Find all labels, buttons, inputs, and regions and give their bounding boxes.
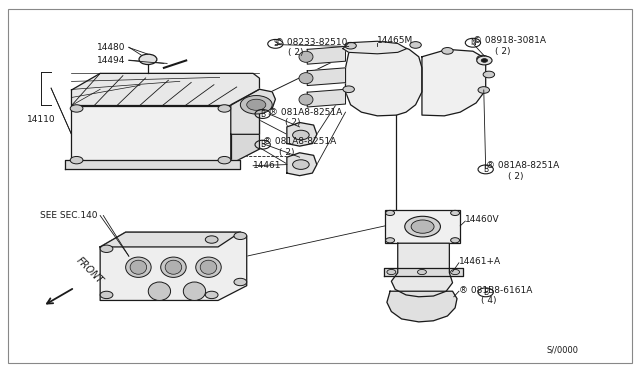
Ellipse shape xyxy=(299,51,313,62)
Polygon shape xyxy=(387,291,457,322)
Circle shape xyxy=(410,42,421,48)
Text: FRONT: FRONT xyxy=(75,255,105,286)
Circle shape xyxy=(386,211,394,215)
Polygon shape xyxy=(72,106,231,164)
Text: ( 4): ( 4) xyxy=(481,296,496,305)
Ellipse shape xyxy=(161,257,186,278)
Circle shape xyxy=(292,130,309,140)
Polygon shape xyxy=(343,41,406,54)
Circle shape xyxy=(218,157,231,164)
Circle shape xyxy=(387,269,396,275)
Circle shape xyxy=(70,105,83,112)
Polygon shape xyxy=(287,122,317,146)
Text: S: S xyxy=(273,39,278,48)
Text: ® 081B8-6161A: ® 081B8-6161A xyxy=(459,286,532,295)
Polygon shape xyxy=(287,153,317,176)
Polygon shape xyxy=(384,268,463,276)
Polygon shape xyxy=(307,46,346,64)
Circle shape xyxy=(477,55,488,62)
Polygon shape xyxy=(100,232,241,247)
Circle shape xyxy=(234,232,246,240)
Polygon shape xyxy=(392,243,452,297)
Text: ( 2): ( 2) xyxy=(278,148,294,157)
Polygon shape xyxy=(346,43,422,116)
Text: 14461: 14461 xyxy=(253,161,282,170)
Text: 14465M: 14465M xyxy=(378,36,413,45)
Circle shape xyxy=(343,86,355,93)
Polygon shape xyxy=(307,68,346,86)
Text: B: B xyxy=(483,288,488,297)
Ellipse shape xyxy=(299,73,313,84)
Ellipse shape xyxy=(130,260,147,274)
Text: 14461+A: 14461+A xyxy=(459,257,501,266)
Ellipse shape xyxy=(196,257,221,278)
Circle shape xyxy=(139,54,157,64)
Polygon shape xyxy=(72,73,259,106)
Ellipse shape xyxy=(165,260,182,274)
Text: ( 2): ( 2) xyxy=(495,47,511,56)
Ellipse shape xyxy=(125,257,151,278)
Circle shape xyxy=(205,236,218,243)
Text: 14494: 14494 xyxy=(97,56,125,65)
Circle shape xyxy=(100,291,113,299)
Circle shape xyxy=(481,59,488,62)
Text: SEE SEC.140: SEE SEC.140 xyxy=(40,211,97,220)
Circle shape xyxy=(218,105,231,112)
Polygon shape xyxy=(231,89,259,164)
Circle shape xyxy=(246,99,266,110)
Text: © 08233-82510: © 08233-82510 xyxy=(275,38,348,46)
Circle shape xyxy=(205,291,218,299)
Circle shape xyxy=(442,48,453,54)
Circle shape xyxy=(292,160,309,169)
Circle shape xyxy=(241,96,272,114)
Circle shape xyxy=(404,216,440,237)
Circle shape xyxy=(417,269,426,275)
Circle shape xyxy=(386,238,394,243)
Circle shape xyxy=(451,238,460,243)
Polygon shape xyxy=(100,232,246,301)
Circle shape xyxy=(100,245,113,253)
Polygon shape xyxy=(65,160,241,169)
Circle shape xyxy=(345,42,356,49)
Text: 14460V: 14460V xyxy=(465,215,500,224)
Text: ( 2): ( 2) xyxy=(288,48,303,57)
Text: 14110: 14110 xyxy=(27,115,56,124)
Text: ® 081A8-8251A: ® 081A8-8251A xyxy=(269,108,342,117)
Text: B: B xyxy=(260,109,265,119)
Text: B: B xyxy=(483,165,488,174)
Ellipse shape xyxy=(148,282,171,301)
Circle shape xyxy=(483,71,495,78)
Ellipse shape xyxy=(183,282,205,301)
Ellipse shape xyxy=(299,94,313,105)
Polygon shape xyxy=(422,49,486,116)
Text: ® 081A8-8251A: ® 081A8-8251A xyxy=(262,137,336,146)
Bar xyxy=(385,210,460,243)
Circle shape xyxy=(451,269,460,275)
Text: ( 2): ( 2) xyxy=(508,171,524,180)
Ellipse shape xyxy=(200,260,217,274)
Circle shape xyxy=(234,278,246,286)
Text: 14480: 14480 xyxy=(97,43,125,52)
Circle shape xyxy=(478,87,490,93)
Text: S//0000: S//0000 xyxy=(546,346,578,355)
Text: ( 2): ( 2) xyxy=(285,118,300,127)
Text: © 08918-3081A: © 08918-3081A xyxy=(473,36,546,45)
Circle shape xyxy=(477,56,492,65)
Polygon shape xyxy=(307,89,346,107)
Circle shape xyxy=(70,157,83,164)
Text: ® 081A8-8251A: ® 081A8-8251A xyxy=(486,161,559,170)
Text: N: N xyxy=(470,38,476,47)
Circle shape xyxy=(451,211,460,215)
Text: B: B xyxy=(260,140,265,149)
Circle shape xyxy=(411,220,434,233)
Polygon shape xyxy=(231,89,275,134)
